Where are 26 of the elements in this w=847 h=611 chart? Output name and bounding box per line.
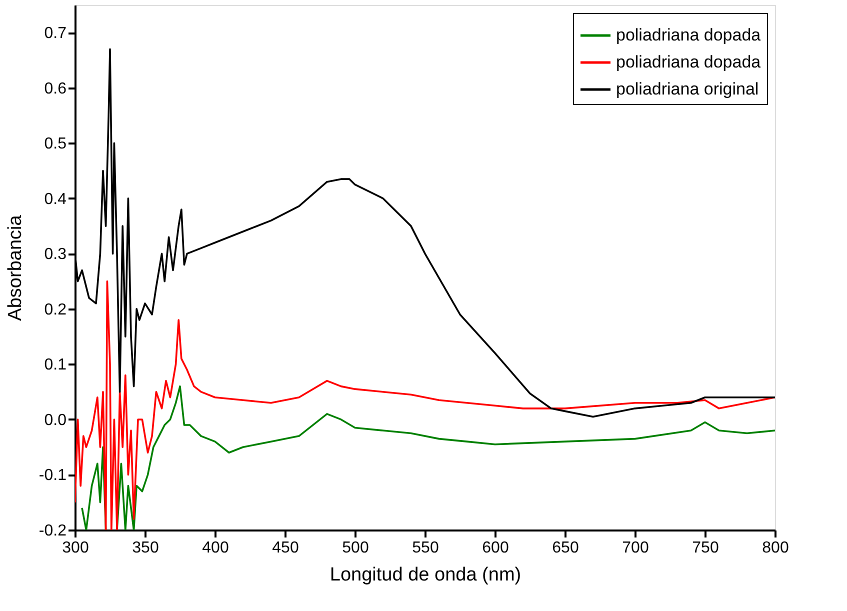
x-tick-label: 400 bbox=[202, 540, 229, 556]
x-axis-title: Longitud de onda (nm) bbox=[330, 564, 522, 586]
x-tick-label: 350 bbox=[132, 540, 159, 556]
y-tick-label: 0.2 bbox=[44, 301, 67, 318]
y-tick-label: 0.1 bbox=[44, 356, 67, 374]
x-tick-label: 500 bbox=[342, 540, 369, 556]
x-tick-label: 300 bbox=[62, 540, 89, 556]
legend-label: poliadriana dopada bbox=[616, 26, 762, 44]
y-tick-label: 0.4 bbox=[44, 190, 67, 208]
y-tick-label: 0.3 bbox=[44, 246, 67, 264]
legend-label: poliadriana original bbox=[616, 80, 759, 98]
legend-label: poliadriana dopada bbox=[616, 52, 762, 72]
y-tick-label: 0.0 bbox=[44, 412, 67, 429]
y-axis-title: Absorbancia bbox=[4, 214, 26, 321]
x-tick-label: 450 bbox=[272, 540, 299, 556]
x-tick-label: 800 bbox=[762, 540, 789, 556]
x-tick-label: 700 bbox=[622, 540, 649, 556]
x-tick-label: 650 bbox=[552, 540, 579, 556]
x-tick-label: 750 bbox=[692, 540, 719, 556]
y-tick-label: -0.1 bbox=[38, 467, 67, 484]
x-tick-label: 550 bbox=[412, 540, 439, 556]
y-tick-label: 0.7 bbox=[44, 25, 67, 42]
y-tick-label: 0.6 bbox=[44, 80, 67, 98]
y-tick-label: -0.2 bbox=[38, 522, 67, 540]
x-tick-label: 600 bbox=[482, 540, 509, 556]
y-tick-label: 0.5 bbox=[44, 136, 67, 153]
